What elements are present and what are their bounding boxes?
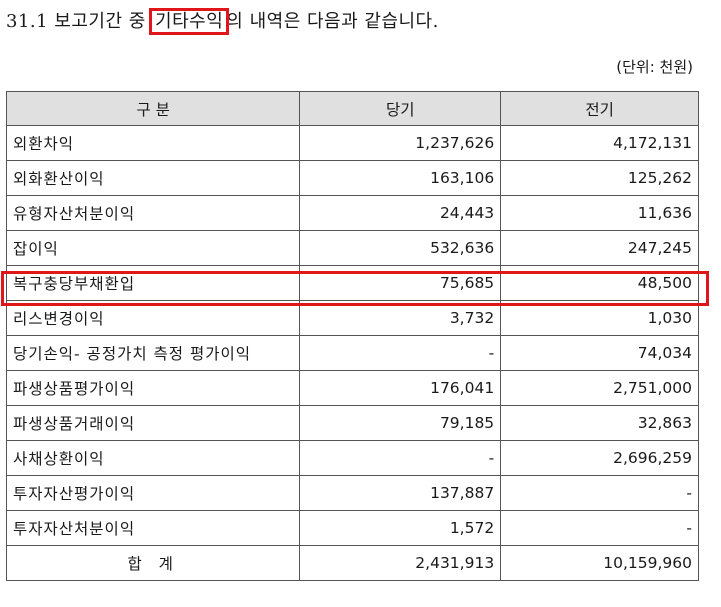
table-row: 당기손익- 공정가치 측정 평가이익 -74,034 (5, 335, 699, 371)
row-label: 파생상품평가이익 (5, 370, 301, 406)
row-current-value: 79,185 (299, 405, 502, 441)
other-income-table: 구 분 당기 전기 외환차익 1,237,626 4,172,131 외화환산이익 16… (5, 91, 699, 581)
total-label: 합 계 (5, 545, 301, 581)
header-current: 당기 (299, 91, 502, 126)
row-prior-value: 125,262 (500, 160, 699, 196)
row-prior-value: 2,751,000 (500, 370, 699, 406)
row-current-value: 75,685 (299, 265, 502, 301)
heading-suffix: 의 내역은 다음과 같습니다. (226, 11, 439, 32)
row-current-value: 137,887 (299, 475, 502, 511)
row-label: 파생상품거래이익 (5, 405, 301, 441)
row-prior-value: 2,696,259 (500, 440, 699, 476)
row-current-value: 1,237,626 (299, 125, 502, 161)
row-label: 리스변경이익 (5, 300, 301, 336)
heading-highlight: 기타수익 (149, 8, 230, 35)
row-prior-value: 48,500 (500, 265, 699, 301)
row-label: 외화환산이익 (5, 160, 301, 196)
row-current-value: 1,572 (299, 510, 502, 546)
table-row: 파생상품거래이익 79,185 32,863 (5, 405, 699, 441)
table-row: 외환차익 1,237,626 4,172,131 (5, 125, 699, 161)
row-prior-value: 11,636 (500, 195, 699, 231)
table-row: 투자자산처분이익 1,572- (5, 510, 699, 546)
table-row: 투자자산평가이익 137,887- (5, 475, 699, 511)
row-prior-value: - (500, 510, 699, 546)
row-current-value: 532,636 (299, 230, 502, 266)
row-label: 당기손익- 공정가치 측정 평가이익 (5, 335, 301, 371)
row-label: 잡이익 (5, 230, 301, 266)
unit-note: (단위: 천원) (616, 58, 693, 76)
row-current-value: 163,106 (299, 160, 502, 196)
row-prior-value: - (500, 475, 699, 511)
total-current-value: 2,431,913 (299, 545, 502, 581)
row-current-value: 176,041 (299, 370, 502, 406)
section-heading: 31.1 보고기간 중 기타수익 의 내역은 다음과 같습니다. (6, 7, 439, 35)
table-header-row: 구 분 당기 전기 (5, 91, 699, 126)
table-row: 잡이익 532,636 247,245 (5, 230, 699, 266)
table-row: 유형자산처분이익 24,443 11,636 (5, 195, 699, 231)
total-prior-value: 10,159,960 (500, 545, 699, 581)
row-prior-value: 1,030 (500, 300, 699, 336)
row-prior-value: 247,245 (500, 230, 699, 266)
row-label: 유형자산처분이익 (5, 195, 301, 231)
row-current-value: 3,732 (299, 300, 502, 336)
row-current-value: - (299, 335, 502, 371)
row-current-value: 24,443 (299, 195, 502, 231)
heading-prefix: 31.1 보고기간 중 (6, 11, 153, 32)
row-prior-value: 32,863 (500, 405, 699, 441)
table-row: 외화환산이익 163,106 125,262 (5, 160, 699, 196)
row-label: 외환차익 (5, 125, 301, 161)
table-row: 리스변경이익 3,732 1,030 (5, 300, 699, 336)
table-row: 파생상품평가이익 176,041 2,751,000 (5, 370, 699, 406)
table-row: 사채상환이익 -2,696,259 (5, 440, 699, 476)
header-category: 구 분 (5, 91, 301, 126)
total-row: 합 계 2,431,913 10,159,960 (5, 545, 699, 581)
row-prior-value: 74,034 (500, 335, 699, 371)
table-row: 복구충당부채환입 75,685 48,500 (5, 265, 699, 301)
header-prior: 전기 (500, 91, 699, 126)
row-current-value: - (299, 440, 502, 476)
row-prior-value: 4,172,131 (500, 125, 699, 161)
row-label: 복구충당부채환입 (5, 265, 301, 301)
row-label: 투자자산처분이익 (5, 510, 301, 546)
row-label: 사채상환이익 (5, 440, 301, 476)
row-label: 투자자산평가이익 (5, 475, 301, 511)
